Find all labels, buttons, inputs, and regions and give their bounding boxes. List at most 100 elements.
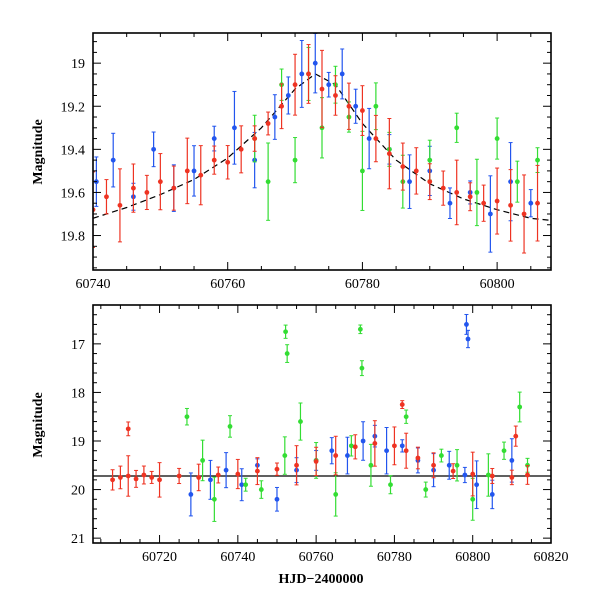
bottom-x-tick-label: 60720 xyxy=(142,550,177,565)
top-panel: 60740 60760 60780 60800 19 19.2 19.4 19.6 19.8 xyxy=(61,32,552,292)
top-y-tick-label: 19.2 xyxy=(61,100,86,115)
data-point xyxy=(427,179,433,185)
data-point xyxy=(215,472,221,478)
data-point xyxy=(274,496,280,502)
top-y-tick-label: 19.6 xyxy=(61,186,86,201)
data-point xyxy=(431,462,436,468)
top-x-tick-label: 60800 xyxy=(480,277,515,292)
data-point xyxy=(470,471,476,477)
data-point xyxy=(339,71,345,77)
data-point xyxy=(462,472,468,478)
data-point xyxy=(104,194,109,200)
data-point xyxy=(285,93,291,98)
data-point xyxy=(319,86,325,92)
data-point xyxy=(399,402,405,407)
bottom-xlabel: HJD−2400000 xyxy=(279,572,364,587)
bottom-y-tick-label: 19 xyxy=(71,435,85,450)
data-point xyxy=(440,185,446,191)
data-point xyxy=(198,172,204,178)
data-point xyxy=(359,365,365,371)
top-y-tick-label: 19 xyxy=(71,57,85,72)
data-point xyxy=(211,157,217,163)
data-point xyxy=(521,211,527,217)
top-x-tick-label: 60760 xyxy=(210,277,245,292)
data-point xyxy=(306,71,311,77)
data-point xyxy=(517,404,523,410)
data-point xyxy=(388,482,393,488)
data-point xyxy=(292,82,298,88)
bottom-series-1 xyxy=(184,324,530,522)
data-point xyxy=(333,492,339,497)
data-point xyxy=(272,114,278,120)
data-point xyxy=(386,151,392,157)
data-point xyxy=(509,475,515,480)
data-point xyxy=(184,414,190,420)
data-point xyxy=(211,136,217,141)
top-y-tick-label: 19.4 xyxy=(61,143,86,158)
data-point xyxy=(494,198,500,204)
data-point xyxy=(454,125,460,131)
data-point xyxy=(235,471,241,477)
data-point xyxy=(191,168,197,174)
bottom-x-tick-label: 60800 xyxy=(455,550,490,565)
data-point xyxy=(284,351,290,356)
data-point xyxy=(399,443,405,449)
data-point xyxy=(360,168,365,174)
top-plot-area xyxy=(93,33,551,254)
data-point xyxy=(329,448,335,454)
bottom-series-0 xyxy=(188,313,515,517)
data-point xyxy=(407,179,412,185)
bottom-y-tick-label: 18 xyxy=(71,386,85,401)
data-point xyxy=(208,477,213,483)
data-point xyxy=(345,453,350,458)
data-point xyxy=(227,424,233,429)
data-point xyxy=(368,462,374,468)
data-point xyxy=(326,82,332,88)
data-point xyxy=(352,444,358,450)
data-point xyxy=(485,472,491,478)
data-point xyxy=(494,136,500,141)
data-point xyxy=(265,121,271,126)
data-point xyxy=(353,103,359,109)
top-y-tick-label: 19.8 xyxy=(61,230,86,245)
data-point xyxy=(274,466,280,472)
data-point xyxy=(282,453,288,458)
data-point xyxy=(423,487,429,492)
data-point xyxy=(131,185,136,191)
data-point xyxy=(188,492,194,497)
data-point xyxy=(357,326,363,332)
data-point xyxy=(110,477,115,483)
top-x-tick-label: 60740 xyxy=(76,277,111,292)
data-point xyxy=(225,159,231,165)
bottom-x-tick-label: 60740 xyxy=(220,550,255,565)
bottom-y-tick-label: 20 xyxy=(71,484,85,499)
data-point xyxy=(447,200,453,206)
data-point xyxy=(403,414,409,420)
data-point xyxy=(454,190,460,195)
data-point xyxy=(525,472,530,478)
data-point xyxy=(535,200,540,206)
data-point xyxy=(454,462,460,468)
bottom-x-tick-label: 60780 xyxy=(377,550,412,565)
data-point xyxy=(258,487,264,492)
data-point xyxy=(333,453,339,458)
data-point xyxy=(360,438,366,444)
data-point xyxy=(125,473,131,479)
data-point xyxy=(176,473,182,479)
data-point xyxy=(467,194,473,200)
data-point xyxy=(184,168,190,174)
bottom-frame xyxy=(92,304,552,544)
data-point xyxy=(279,103,284,109)
bottom-panel: 60720 60740 60760 60780 60800 60820 17 18 19 20 21 xyxy=(71,304,569,565)
data-point xyxy=(133,476,139,482)
model-curve xyxy=(93,73,551,221)
data-point xyxy=(413,168,419,174)
data-point xyxy=(141,472,147,478)
data-point xyxy=(415,455,421,461)
data-point xyxy=(373,136,379,141)
data-point xyxy=(255,468,260,474)
data-point xyxy=(292,157,298,163)
top-ylabel: Magnitude xyxy=(31,119,46,184)
data-point xyxy=(513,433,519,439)
